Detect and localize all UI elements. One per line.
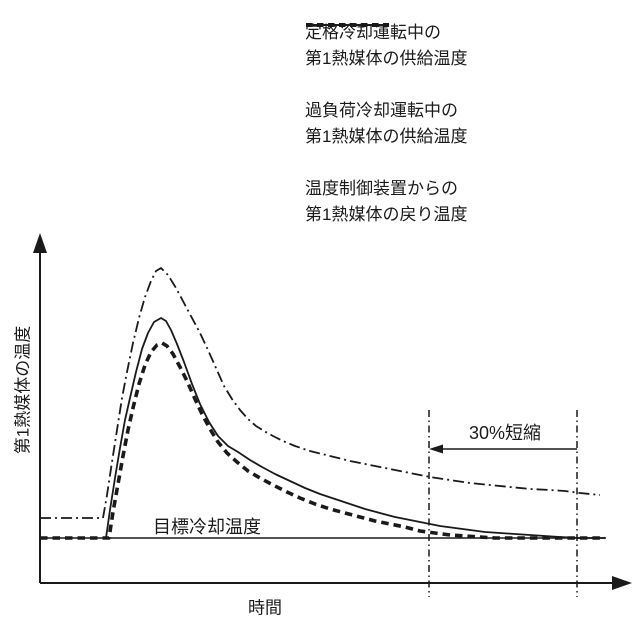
- legend-label-line1: 温度制御装置からの: [305, 179, 458, 198]
- legend-item-overload-supply: 過負荷冷却運転中の 第1熱媒体の供給温度: [305, 23, 467, 150]
- legend-label-line1: 定格冷却運転中の: [305, 23, 441, 42]
- dashdot-line-swatch-icon: [306, 24, 389, 26]
- y-axis-label: 第1熱媒体の温度: [13, 325, 33, 455]
- curve-rated-supply: [105, 317, 605, 539]
- legend-item-rated-supply: 定格冷却運転中の 第1熱媒体の供給温度: [305, 20, 467, 72]
- reduction-annotation-label: 30%短縮: [468, 423, 542, 443]
- legend: 定格冷却運転中の 第1熱媒体の供給温度 過負荷冷却運転中の 第1熱媒体の供給温度…: [305, 20, 467, 254]
- legend-label-line2: 第1熱媒体の供給温度: [305, 127, 468, 146]
- curves-group: [40, 267, 606, 597]
- legend-item-return-temp: 温度制御装置からの 第1熱媒体の戻り温度: [305, 24, 467, 228]
- curve-return-temp: [40, 267, 601, 519]
- target-temperature-label: 目標冷却温度: [153, 517, 261, 537]
- legend-label-line1: 過負荷冷却運転中の: [305, 101, 458, 120]
- x-axis-arrow-icon: [612, 576, 632, 590]
- legend-label: 温度制御装置からの 第1熱媒体の戻り温度: [305, 176, 467, 228]
- curve-overload-supply: [40, 341, 605, 540]
- x-axis-label: 時間: [248, 598, 282, 618]
- legend-label-line2: 第1熱媒体の供給温度: [305, 49, 468, 68]
- legend-label: 過負荷冷却運転中の 第1熱媒体の供給温度: [305, 98, 467, 150]
- y-axis-arrow-icon: [33, 233, 47, 253]
- legend-label-line2: 第1熱媒体の戻り温度: [305, 205, 468, 224]
- legend-label: 定格冷却運転中の 第1熱媒体の供給温度: [305, 20, 467, 72]
- reduction-arrowhead-icon: [429, 444, 443, 454]
